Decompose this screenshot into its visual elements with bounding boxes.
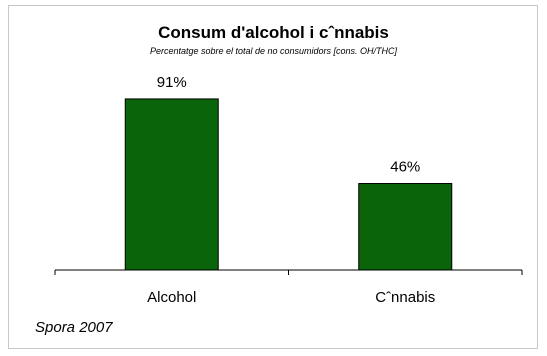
- data-label-2: 46%: [390, 159, 420, 176]
- labels-layer: 91% Alcohol 46% Cˆnnabis: [147, 74, 435, 306]
- bar-2: [358, 183, 453, 271]
- x-tick-label-2: Cˆnnabis: [375, 289, 435, 306]
- bar-1: [124, 98, 219, 271]
- source-note: Spora 2007: [35, 319, 113, 336]
- x-tick-label-1: Alcohol: [147, 289, 196, 306]
- chart-title: Consum d'alcohol i cˆnnabis: [158, 23, 389, 42]
- chart-subtitle: Percentatge sobre el total de no consumi…: [149, 46, 398, 56]
- bars-layer: [124, 98, 453, 271]
- data-label-1: 91%: [157, 74, 187, 91]
- axis-layer: [54, 269, 523, 275]
- chart-frame: [8, 5, 538, 349]
